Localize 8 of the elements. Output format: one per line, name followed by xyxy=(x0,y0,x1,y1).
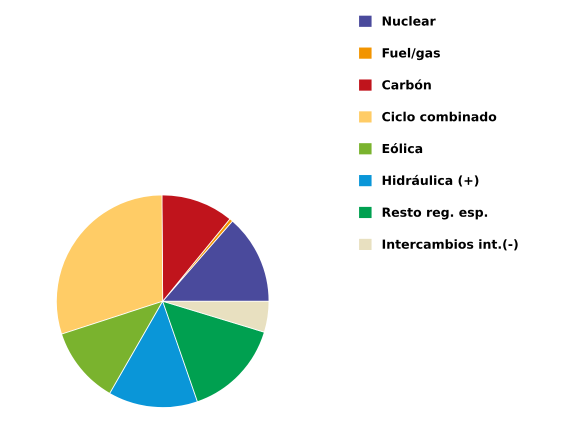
legend-label: Ciclo combinado xyxy=(382,112,496,122)
legend-label: Intercambios int.(-) xyxy=(382,239,518,250)
legend-label: Resto reg. esp. xyxy=(382,208,488,220)
legend-label: Nuclear xyxy=(382,16,436,26)
legend-label: Fuel/gas xyxy=(382,48,440,60)
legend-label: Eólica xyxy=(382,143,422,154)
legend-label: Carbón xyxy=(382,79,431,90)
legend-label: Hidráulica (+) xyxy=(382,174,478,187)
